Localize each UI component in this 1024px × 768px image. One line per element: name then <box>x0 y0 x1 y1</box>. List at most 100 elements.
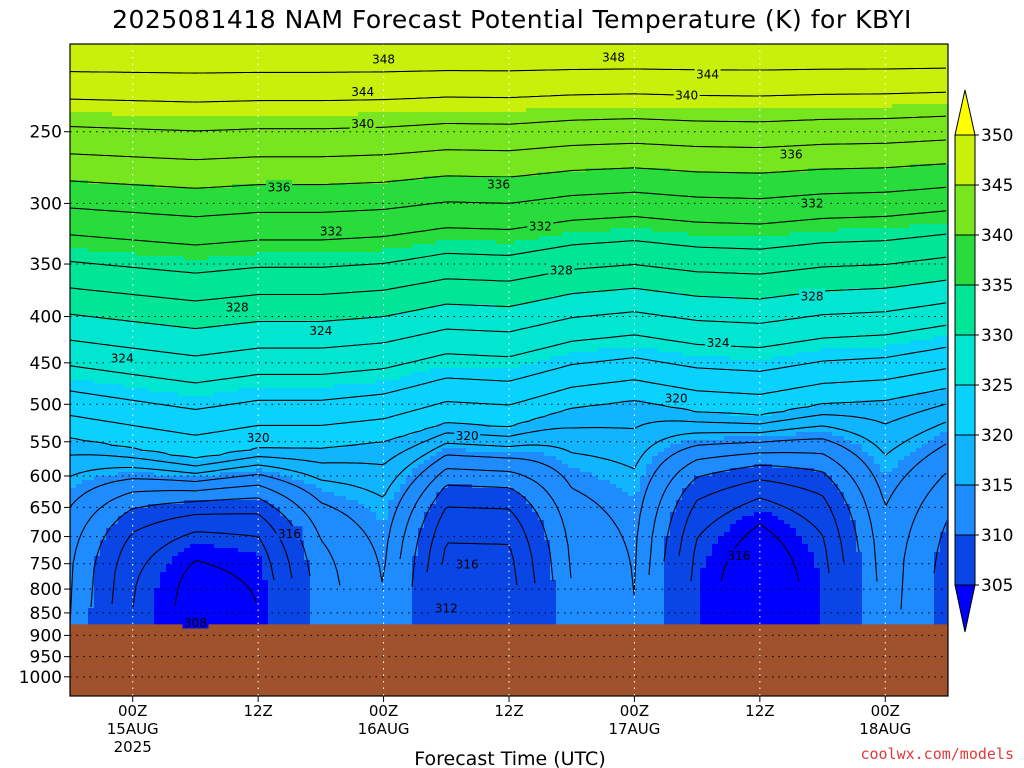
y-tick-label: 450 <box>30 354 62 374</box>
y-tick-label: 950 <box>30 648 62 668</box>
colorbar-top-arrow <box>955 90 975 135</box>
y-tick-label: 700 <box>30 528 62 548</box>
contour-label: 348 <box>601 50 627 64</box>
contour-label-text: 320 <box>665 392 688 406</box>
contour-label: 324 <box>308 324 334 339</box>
contour-label-text: 328 <box>226 301 249 315</box>
contour-label-text: 328 <box>801 289 824 303</box>
y-tick-label: 250 <box>30 123 62 143</box>
colorbar-bin <box>955 285 975 335</box>
ground-mask <box>70 624 948 696</box>
contour-label: 316 <box>454 557 480 572</box>
contour-label-text: 316 <box>727 549 750 563</box>
contour-label-text: 324 <box>707 336 730 350</box>
x-tick-label: 00Z <box>369 702 398 720</box>
colorbar-tick-label: 305 <box>981 576 1013 596</box>
y-tick-label: 900 <box>30 626 62 646</box>
contour-label: 320 <box>245 431 271 446</box>
x-tick-date: 16AUG <box>358 720 410 738</box>
contour-label-text: 312 <box>435 601 458 615</box>
x-tick-label: 12Z <box>494 702 523 720</box>
y-tick-label: 350 <box>30 255 62 275</box>
y-tick-label: 1000 <box>19 668 62 688</box>
contour-label-text: 340 <box>675 89 698 103</box>
contour-label-text: 320 <box>456 429 479 443</box>
x-tick-label: 12Z <box>745 702 774 720</box>
contour-label-text: 336 <box>487 178 510 192</box>
x-tick-label: 00Z <box>871 702 900 720</box>
y-tick-label: 300 <box>30 194 62 214</box>
x-tick-label: 12Z <box>243 702 272 720</box>
contour-label-text: 320 <box>247 431 270 445</box>
colorbar-bin <box>955 235 975 285</box>
contour-label-text: 344 <box>351 85 374 99</box>
contour-label: 320 <box>663 391 689 406</box>
colorbar-tick-label: 315 <box>981 476 1013 496</box>
x-tick-year: 2025 <box>114 738 152 756</box>
y-tick-label: 600 <box>30 467 62 487</box>
contour-label: 336 <box>486 177 512 192</box>
contour-label-text: 308 <box>184 616 207 630</box>
contour-label-text: 348 <box>372 52 395 66</box>
contour-label: 324 <box>705 336 731 351</box>
contour-label-text: 336 <box>780 148 803 162</box>
credit-text: coolwx.com/models <box>860 745 1014 763</box>
y-tick-label: 650 <box>30 498 62 518</box>
contour-label-text: 324 <box>111 351 134 365</box>
contour-label: 332 <box>318 224 344 239</box>
y-tick-label: 400 <box>30 308 62 328</box>
x-tick-date: 15AUG <box>107 720 159 738</box>
colorbar-tick-label: 325 <box>981 376 1013 396</box>
colorbar-bin <box>955 135 975 185</box>
y-tick-label: 800 <box>30 580 62 600</box>
colorbar-bin <box>955 335 975 385</box>
contour-label-text: 324 <box>309 324 332 338</box>
contour-label: 328 <box>224 300 250 315</box>
colorbar-tick-label: 310 <box>981 526 1013 546</box>
y-axis: 2503003504004505005506006507007508008509… <box>19 123 70 688</box>
contour-label: 340 <box>350 116 376 130</box>
colorbar-tick-label: 350 <box>981 126 1013 146</box>
contour-label: 324 <box>109 351 135 366</box>
x-axis-label: Forecast Time (UTC) <box>414 748 605 768</box>
contour-label: 328 <box>799 289 825 304</box>
y-tick-label: 750 <box>30 555 62 575</box>
contour-label-text: 316 <box>456 558 479 572</box>
contour-label: 340 <box>674 88 700 103</box>
contour-label: 348 <box>371 52 397 66</box>
x-tick-date: 17AUG <box>608 720 660 738</box>
x-tick-label: 00Z <box>620 702 649 720</box>
contour-label: 316 <box>726 548 752 563</box>
contour-label-text: 336 <box>268 180 291 194</box>
colorbar-tick-label: 335 <box>981 276 1013 296</box>
y-tick-label: 850 <box>30 604 62 624</box>
contour-label-text: 332 <box>529 219 552 233</box>
colorbar-tick-label: 320 <box>981 426 1013 446</box>
contour-label: 332 <box>527 219 553 234</box>
colorbar-bin <box>955 535 975 585</box>
contour-label: 308 <box>182 615 208 630</box>
colorbar-bin <box>955 435 975 485</box>
y-tick-label: 500 <box>30 395 62 415</box>
contour-label-text: 316 <box>278 527 301 541</box>
ground-fill <box>70 624 948 696</box>
colorbar-bin <box>955 385 975 435</box>
x-tick-label: 00Z <box>118 702 147 720</box>
chart-title: 2025081418 NAM Forecast Potential Temper… <box>112 5 912 34</box>
contour-label: 332 <box>799 196 825 211</box>
contour-label: 344 <box>350 85 376 100</box>
contour-label: 312 <box>433 601 459 616</box>
contour-label: 336 <box>778 147 804 162</box>
colorbar-bottom-arrow <box>955 585 975 632</box>
contour-label-text: 340 <box>351 117 374 131</box>
contour-label-text: 348 <box>602 51 625 65</box>
contour-label-text: 332 <box>320 224 343 238</box>
contour-label: 320 <box>454 428 480 443</box>
contour-label-text: 328 <box>550 264 573 278</box>
contour-label-text: 344 <box>696 67 719 81</box>
chart: 2025081418 NAM Forecast Potential Temper… <box>0 0 1024 768</box>
contour-label-text: 332 <box>801 196 824 210</box>
x-tick-date: 18AUG <box>859 720 911 738</box>
